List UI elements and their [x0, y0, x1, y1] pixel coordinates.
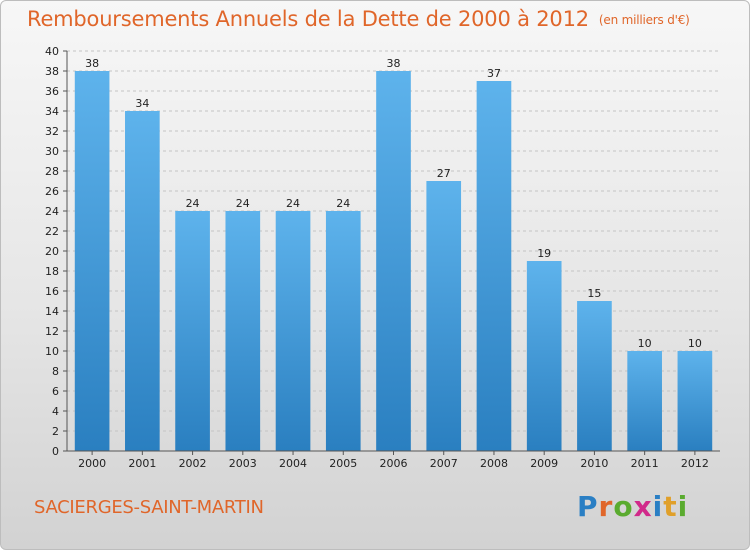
- bar-2000: [74, 71, 110, 451]
- logo-letter: o: [613, 490, 634, 523]
- logo-letter: x: [633, 490, 653, 523]
- y-tick-label: 22: [45, 225, 59, 238]
- x-tick-label-2005: 2005: [329, 457, 357, 470]
- chart-title-text: Remboursements Annuels de la Dette de 20…: [27, 7, 589, 31]
- x-tick-labels: 2000 2001 2002 2003 2004 2005 2006 2007 2008 2009…: [78, 451, 709, 470]
- x-tick-label-2002: 2002: [179, 457, 207, 470]
- y-tick-label: 0: [52, 445, 59, 458]
- bar-2002: [175, 211, 210, 451]
- y-tick-label: 16: [45, 285, 59, 298]
- y-tick-label: 10: [45, 345, 59, 358]
- bar-2004: [275, 211, 311, 451]
- data-label-2005: 24: [336, 197, 350, 210]
- y-tick-label: 14: [45, 305, 59, 318]
- data-label-2004: 24: [286, 197, 300, 210]
- bar-2006: [376, 71, 411, 451]
- logo-letter: r: [598, 490, 614, 523]
- bar-2012: [677, 351, 713, 451]
- data-label-2010: 15: [587, 287, 601, 300]
- x-tick-label-2008: 2008: [480, 457, 508, 470]
- data-label-2009: 19: [537, 247, 551, 260]
- bar-2010: [577, 301, 612, 451]
- data-label-2006: 38: [387, 57, 401, 70]
- data-label-2000: 38: [85, 57, 99, 70]
- y-tick-label: 34: [45, 105, 59, 118]
- y-tick-label: 6: [52, 385, 59, 398]
- y-tick-label: 2: [52, 425, 59, 438]
- x-tick-label-2006: 2006: [380, 457, 408, 470]
- chart-unit-label: (en milliers d'€): [598, 13, 690, 27]
- y-tick-label: 24: [45, 205, 59, 218]
- y-tick-label: 26: [45, 185, 59, 198]
- x-tick-label-2000: 2000: [78, 457, 106, 470]
- y-tick-label: 8: [52, 365, 59, 378]
- data-label-2003: 24: [236, 197, 250, 210]
- y-tick-label: 12: [45, 325, 59, 338]
- chart-title: Remboursements Annuels de la Dette de 20…: [27, 7, 690, 31]
- data-label-2002: 24: [186, 197, 200, 210]
- bar-2011: [627, 351, 662, 451]
- logo-letter: i: [677, 490, 689, 523]
- x-tick-label-2003: 2003: [229, 457, 257, 470]
- y-tick-label: 30: [45, 145, 59, 158]
- y-tick-label: 36: [45, 85, 59, 98]
- x-tick-label-2011: 2011: [631, 457, 659, 470]
- logo-letter: t: [663, 490, 678, 523]
- x-tick-label-2004: 2004: [279, 457, 307, 470]
- logo-letter: i: [652, 490, 664, 523]
- data-label-2001: 34: [135, 97, 149, 110]
- bar-2008: [476, 81, 512, 451]
- logo-letter: P: [577, 490, 599, 523]
- data-label-2008: 37: [487, 67, 501, 80]
- proxiti-logo[interactable]: Proxiti: [577, 490, 688, 523]
- x-tick-label-2010: 2010: [580, 457, 608, 470]
- y-tick-label: 28: [45, 165, 59, 178]
- data-label-2011: 10: [638, 337, 652, 350]
- y-tick-label: 38: [45, 65, 59, 78]
- x-tick-label-2012: 2012: [681, 457, 709, 470]
- y-tick-label: 4: [52, 405, 59, 418]
- y-tick-label: 18: [45, 265, 59, 278]
- bar-2007: [426, 181, 462, 451]
- data-labels: 38 34 24 24 24 24 38 27 37 19 15 10 10: [85, 57, 702, 350]
- bar-2009: [526, 261, 562, 451]
- y-tick-label: 20: [45, 245, 59, 258]
- x-tick-label-2007: 2007: [430, 457, 458, 470]
- bar-2003: [225, 211, 261, 451]
- commune-name: SACIERGES-SAINT-MARTIN: [34, 497, 264, 518]
- y-tick-label: 32: [45, 125, 59, 138]
- y-tick-label: 40: [45, 45, 59, 58]
- bar-2005: [325, 211, 361, 451]
- data-label-2007: 27: [437, 167, 451, 180]
- bars: [74, 71, 713, 451]
- x-tick-label-2001: 2001: [128, 457, 156, 470]
- bar-2001: [125, 111, 160, 451]
- x-tick-label-2009: 2009: [530, 457, 558, 470]
- data-label-2012: 10: [688, 337, 702, 350]
